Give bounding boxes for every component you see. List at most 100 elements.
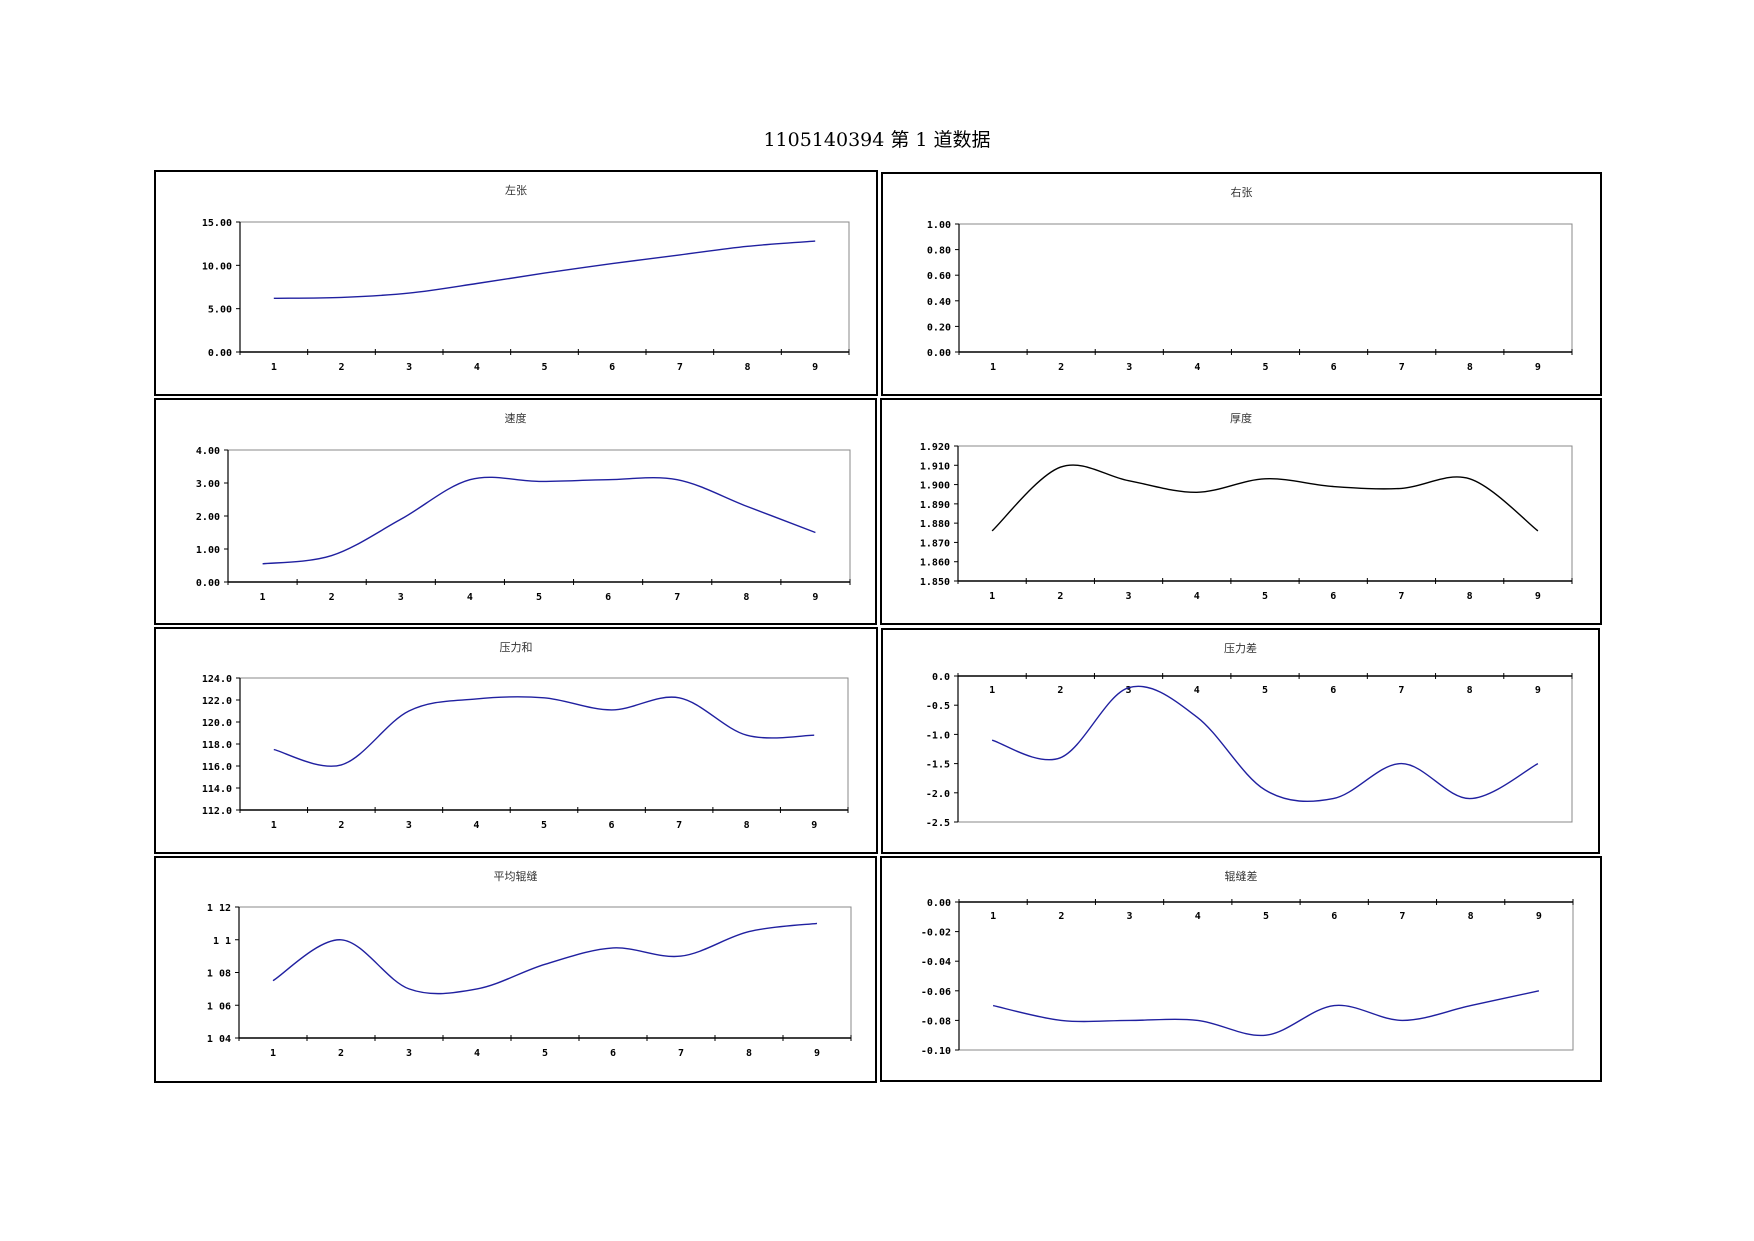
x-tick-label: 9 [812,362,818,373]
chart-right-tension: 右张 0.00 0.20 0.40 0.60 0.80 1.00 1 2 3 4 5 6 7 8 9 [881,172,1602,396]
y-tick-label: 1.860 [920,558,950,569]
chart-avg-roll-gap: 平均辊缝 1 04 1 06 1 08 1 1 1 12 1 2 3 4 5 6 7 8 9 [154,856,877,1083]
x-tick-label: 9 [814,1048,820,1059]
x-tick-label: 3 [406,820,412,831]
chart-title: 压力差 [1224,641,1257,655]
plot-area [238,906,852,1039]
x-tick-label: 4 [1195,911,1201,922]
chart-title: 辊缝差 [1225,869,1258,883]
y-tick-label: 0.0 [932,672,950,683]
x-tick-label: 2 [1058,362,1064,373]
chart-svg: 右张 0.00 0.20 0.40 0.60 0.80 1.00 1 2 3 4 5 6 7 8 9 [927,185,1573,373]
y-tick-label: -0.02 [921,928,951,939]
chart-svg: 速度 0.00 1.00 2.00 3.00 4.00 1 2 3 4 5 6 7 8 9 [196,411,851,603]
x-tick-label: 7 [1399,362,1405,373]
x-tick-label: 1 [990,362,996,373]
x-tick-label: 7 [674,592,680,603]
x-tick-label: 9 [812,592,818,603]
y-tick-label: 124.0 [202,674,232,685]
y-tick-label: -2.5 [926,818,950,829]
y-tick-label: 1.920 [920,442,950,453]
chart-pressure-sum: 压力和 112.0 114.0 116.0 118.0 120.0 122.0 124.0 1 2… [154,627,878,854]
x-tick-label: 6 [1330,591,1336,602]
chart-left-tension: 左张 0.00 5.00 10.00 15.00 1 2 3 4 5 6 7 8 9 [154,170,878,396]
x-tick-label: 9 [811,820,817,831]
x-tick-label: 9 [1535,591,1541,602]
x-tick-label: 7 [1399,911,1405,922]
x-tick-label: 1 [271,820,277,831]
x-tick-label: 6 [610,1048,616,1059]
series-line [272,922,818,995]
y-tick-label: 1 1 [213,936,231,947]
plot-area [239,221,850,353]
y-tick-label: 5.00 [208,305,232,316]
x-tick-label: 7 [678,1048,684,1059]
chart-svg: 压力和 112.0 114.0 116.0 118.0 120.0 122.0 124.0 1 2… [202,641,849,831]
chart-svg: 压力差 -2.5 -2.0 -1.5 -1.0 -0.5 0.0 1 2 3 4 5 6 7 8 9 [926,641,1573,829]
y-tick-label: -2.0 [926,789,950,800]
y-tick-label: 0.00 [927,348,951,359]
plot-area [227,449,851,583]
y-tick-label: 1.870 [920,538,950,549]
plot-area [958,901,1574,1051]
y-tick-label: 0.80 [927,246,951,257]
y-tick-label: 10.00 [202,261,232,272]
x-tick-label: 4 [1194,362,1200,373]
y-tick-label: 0.40 [927,297,951,308]
chart-pressure-diff: 压力差 -2.5 -2.0 -1.5 -1.0 -0.5 0.0 1 2 3 4 5 6 7 8 9 [881,628,1600,854]
chart-thickness: 厚度 1.850 1.860 1.870 1.880 1.890 1.900 1.910 1.9… [880,398,1602,625]
y-tick-label: 1 06 [207,1001,231,1012]
x-tick-label: 8 [744,820,750,831]
x-tick-label: 3 [1126,685,1132,696]
page-title: 1105140394 第 1 道数据 [763,129,991,151]
x-tick-label: 3 [406,362,412,373]
x-tick-label: 6 [609,820,615,831]
x-tick-label: 2 [338,362,344,373]
y-tick-label: 114.0 [202,784,232,795]
y-tick-label: -1.5 [926,760,950,771]
y-tick-label: 0.20 [927,322,951,333]
chart-svg: 左张 0.00 5.00 10.00 15.00 1 2 3 4 5 6 7 8 9 [202,184,850,373]
series-line [273,696,815,767]
x-tick-label: 5 [1262,591,1268,602]
x-tick-label: 7 [677,362,683,373]
y-tick-label: 1.00 [196,545,220,556]
y-tick-label: 1.900 [920,481,950,492]
y-tick-label: 1.910 [920,461,950,472]
x-tick-label: 9 [1536,911,1542,922]
x-tick-label: 1 [989,685,995,696]
y-tick-label: 116.0 [202,762,232,773]
x-tick-label: 7 [1398,685,1404,696]
plot-area [957,445,1573,582]
x-tick-label: 3 [406,1048,412,1059]
y-tick-label: -0.08 [921,1016,951,1027]
chart-title: 左张 [505,184,527,197]
chart-title: 速度 [505,411,527,425]
series-line [262,476,816,565]
y-tick-label: 0.00 [927,898,951,909]
y-tick-label: 0.00 [208,348,232,359]
x-tick-label: 3 [398,592,404,603]
y-tick-label: 1.890 [920,500,950,511]
y-tick-label: -1.0 [926,730,950,741]
y-tick-label: 4.00 [196,446,220,457]
y-tick-label: 0.60 [927,271,951,282]
x-tick-label: 5 [1262,362,1268,373]
chart-speed: 速度 0.00 1.00 2.00 3.00 4.00 1 2 3 4 5 6 7 8 9 [154,398,877,625]
plot-area [958,223,1573,353]
y-tick-label: 112.0 [202,806,232,817]
y-tick-label: 118.0 [202,740,232,751]
y-tick-label: 15.00 [202,218,232,229]
chart-roll-gap-diff: 辊缝差 -0.10 -0.08 -0.06 -0.04 -0.02 0.00 1 2 3 4 5 6 7 8… [880,856,1602,1082]
x-tick-label: 1 [271,362,277,373]
x-tick-label: 6 [605,592,611,603]
y-tick-label: -0.5 [926,701,950,712]
x-tick-label: 5 [541,820,547,831]
x-tick-label: 6 [1331,362,1337,373]
x-tick-label: 4 [467,592,473,603]
x-tick-label: 8 [746,1048,752,1059]
x-tick-label: 5 [536,592,542,603]
y-tick-label: 1.850 [920,577,950,588]
x-tick-label: 1 [989,591,995,602]
x-tick-label: 3 [1126,362,1132,373]
